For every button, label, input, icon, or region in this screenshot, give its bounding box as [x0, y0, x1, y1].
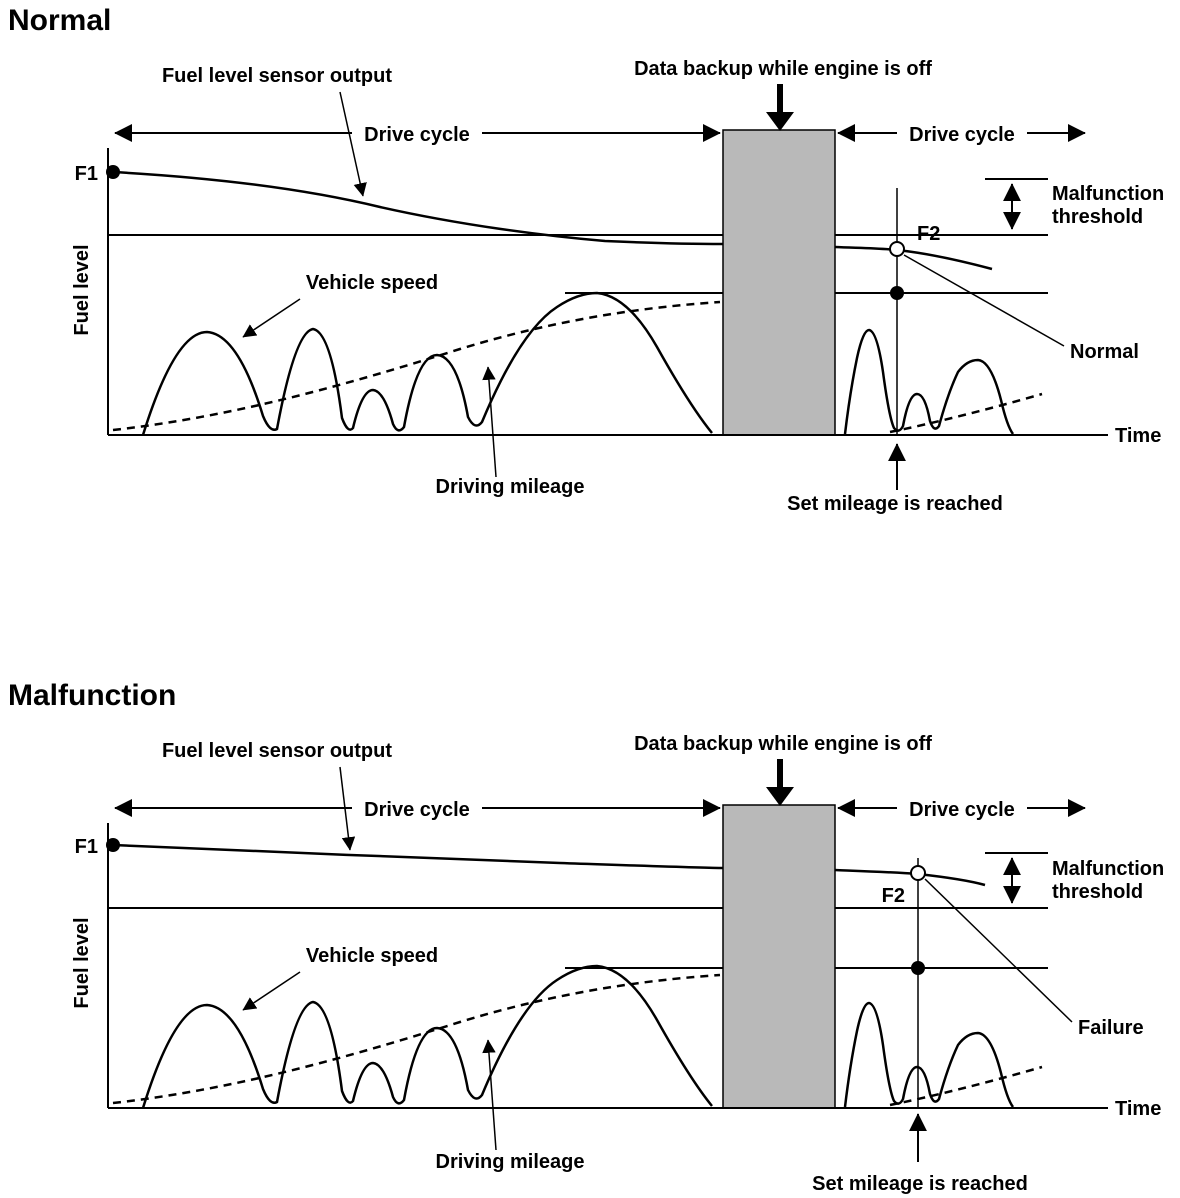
driving-mileage-label: Driving mileage [436, 1151, 585, 1173]
fuel-sensor-leader-arrow [339, 766, 356, 851]
mileage-reached-point [890, 286, 904, 300]
set-mileage-label: Set mileage is reached [787, 493, 1003, 515]
data-backup-block [722, 129, 836, 436]
f1-label: F1 [75, 836, 98, 858]
threshold-label-line1: Malfunction [1052, 858, 1164, 880]
time-axis-label: Time [1115, 425, 1161, 447]
panel-normal: Normal Time Fuel level Drive cycle Drive… [8, 4, 1164, 515]
f1-point [106, 838, 120, 852]
driving-mileage-label: Driving mileage [436, 476, 585, 498]
fuel-sensor-curve-cycle2 [834, 868, 986, 887]
data-backup-label: Data backup while engine is off [634, 733, 932, 755]
vehicle-speed-label: Vehicle speed [306, 272, 438, 294]
f2-label: F2 [882, 885, 905, 907]
fuel-sensor-label: Fuel level sensor output [162, 740, 392, 762]
drive-cycle-label-right: Drive cycle [909, 124, 1015, 146]
speed-and-mileage-curves [111, 964, 1044, 1110]
fuel-sensor-leader-arrow [339, 91, 367, 197]
driving-mileage-leader-arrow [482, 1039, 497, 1151]
data-backup-arrow-head [766, 112, 794, 131]
mileage-reached-point [911, 961, 925, 975]
f2-label: F2 [917, 223, 940, 245]
fuel-sensor-label: Fuel level sensor output [162, 65, 392, 87]
vehicle-speed-label: Vehicle speed [306, 945, 438, 967]
f1-point [106, 165, 120, 179]
set-mileage-label: Set mileage is reached [812, 1173, 1028, 1195]
drive-cycle-label-left: Drive cycle [364, 799, 470, 821]
drive-cycle-label-right: Drive cycle [909, 799, 1015, 821]
f1-label: F1 [75, 163, 98, 185]
fuel-sensor-curve-cycle2 [834, 245, 993, 271]
data-backup-block [722, 804, 836, 1109]
time-axis-label: Time [1115, 1098, 1161, 1120]
outcome-label: Failure [1078, 1017, 1144, 1039]
drive-cycle-label-bg-right [897, 120, 1027, 146]
panel-malfunction-title: Malfunction [8, 679, 176, 712]
data-backup-arrow-head [766, 787, 794, 806]
speed-and-mileage-curves [111, 291, 1044, 437]
fuel-sensor-curve-cycle1 [112, 170, 724, 246]
threshold-label-line1: Malfunction [1052, 183, 1164, 205]
drive-cycle-label-bg-right [897, 795, 1027, 821]
data-backup-label: Data backup while engine is off [634, 58, 932, 80]
fuel-level-axis-label: Fuel level [71, 244, 93, 335]
panel-normal-title: Normal [8, 4, 111, 37]
outcome-label: Normal [1070, 341, 1139, 363]
threshold-label-line2: threshold [1052, 206, 1143, 228]
f2-point [889, 241, 905, 257]
failure-point [910, 865, 926, 881]
fuel-sensor-curve-cycle1 [112, 843, 724, 870]
drive-cycle-label-bg-left [352, 120, 482, 146]
drive-cycle-label-left: Drive cycle [364, 124, 470, 146]
panel-malfunction: Malfunction Time Fuel level Drive cycle … [8, 679, 1164, 1195]
drive-cycle-label-bg-left [352, 795, 482, 821]
threshold-label-line2: threshold [1052, 881, 1143, 903]
vehicle-speed-leader-arrow [242, 298, 301, 338]
vehicle-speed-leader-arrow [242, 971, 301, 1011]
fuel-level-axis-label: Fuel level [71, 917, 93, 1008]
outcome-leader-line [924, 878, 1073, 1023]
driving-mileage-leader-arrow [482, 366, 497, 478]
outcome-leader-line [903, 254, 1065, 347]
